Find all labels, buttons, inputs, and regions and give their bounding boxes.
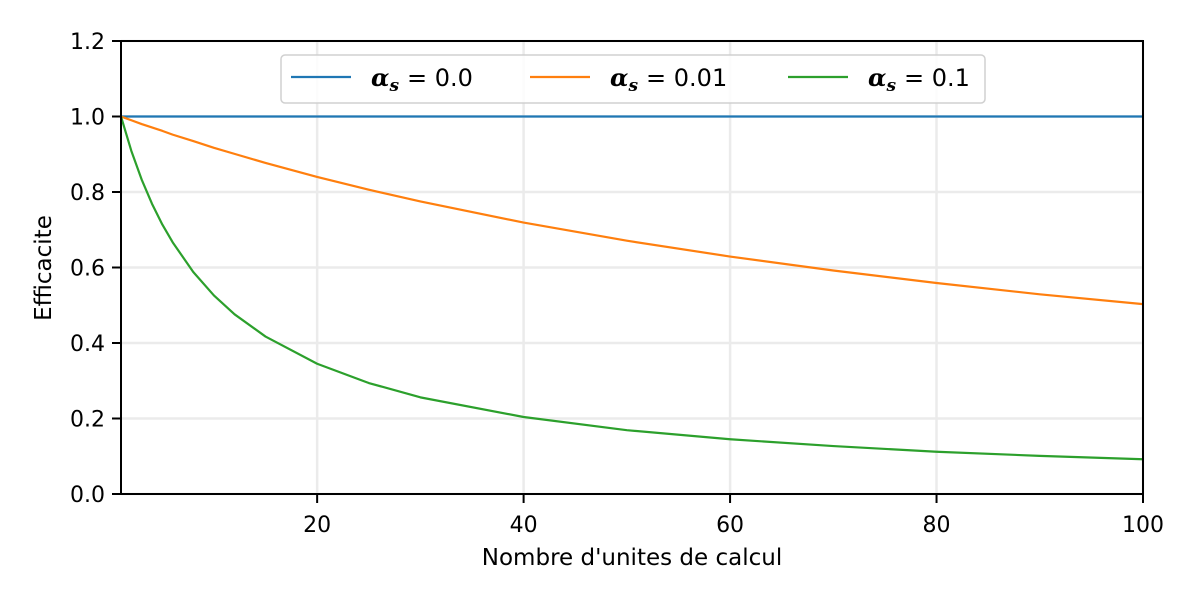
y-tick-label: 0.2	[70, 408, 105, 433]
grid	[121, 39, 1145, 496]
x-tick-label: 80	[923, 513, 951, 538]
y-tick-label: 0.4	[70, 332, 105, 357]
x-tick-label: 20	[303, 513, 331, 538]
y-tick-label: 0.6	[70, 257, 105, 282]
x-axis-label: Nombre d'unites de calcul	[482, 545, 782, 571]
series-lines	[119, 115, 1144, 461]
legend-label-2: αs = 0.1	[868, 63, 970, 96]
x-tick-label: 40	[510, 513, 538, 538]
y-tick-label: 1.0	[70, 106, 105, 131]
legend: αs = 0.0 αs = 0.01 αs = 0.1	[280, 54, 986, 104]
series-line-1	[120, 115, 1144, 306]
ticks: 20 40 60 80 100 0.0 0.2 0.4 0.6 0.8 1.0 1.2	[70, 30, 1164, 538]
y-tick-label: 0.0	[70, 483, 105, 508]
legend-label-0: αs = 0.0	[371, 63, 473, 96]
x-tick-label: 60	[716, 513, 744, 538]
y-tick-label: 1.2	[70, 30, 105, 55]
legend-box	[280, 54, 986, 104]
series-line-2	[119, 116, 1144, 461]
y-axis-label: Efficacite	[31, 215, 57, 321]
x-tick-label: 100	[1122, 513, 1164, 538]
y-tick-label: 0.8	[70, 181, 105, 206]
legend-label-1: αs = 0.01	[610, 63, 727, 96]
